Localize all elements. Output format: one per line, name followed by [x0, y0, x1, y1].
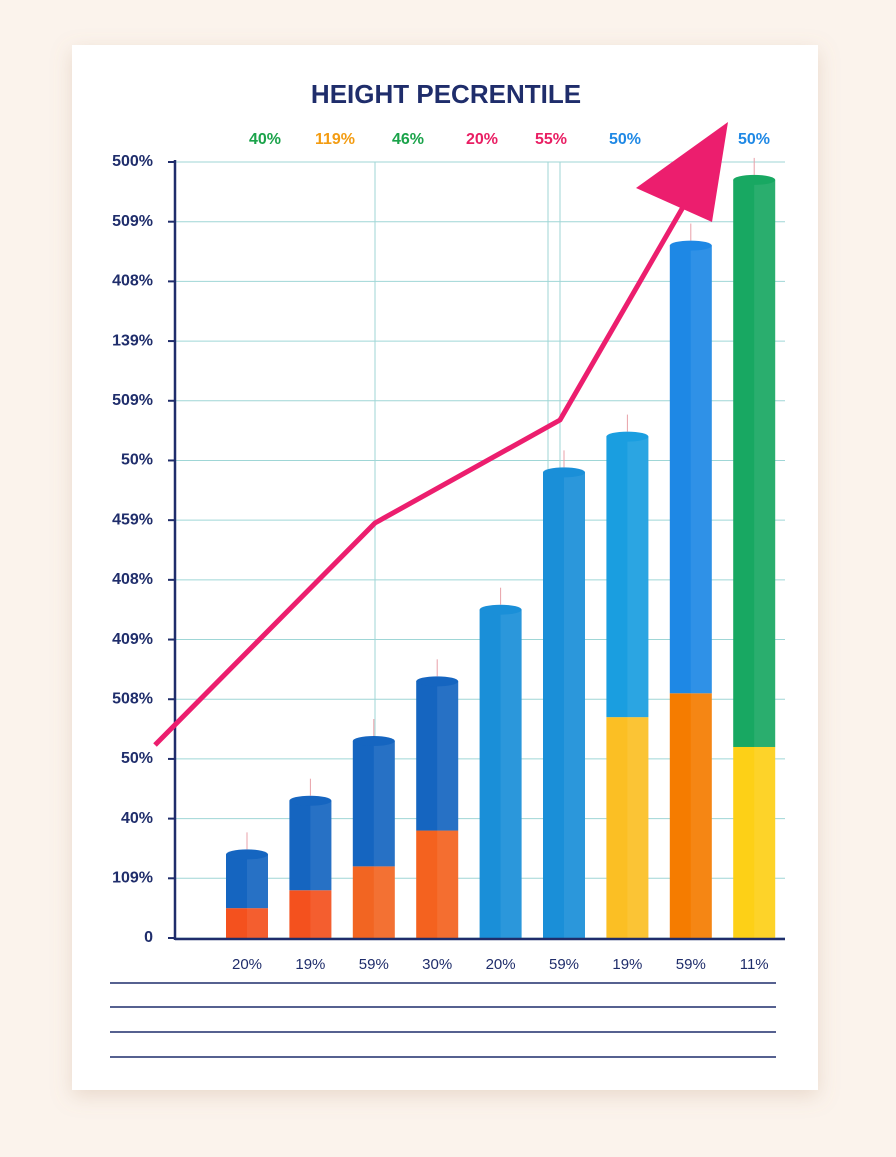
bar-shade: [247, 854, 268, 909]
y-tick-label: 50%: [121, 452, 153, 469]
y-tick-label: 50%: [121, 750, 153, 767]
bar-segment: [352, 866, 395, 938]
bar-shade: [690, 245, 712, 694]
header-label: 46%: [392, 131, 424, 148]
chart-title: HEIGHT PECRENTILE: [311, 79, 581, 109]
bar-cap: [669, 240, 712, 251]
y-tick-label: 40%: [121, 810, 153, 827]
bar-segment: [606, 436, 649, 718]
y-tick-label: 508%: [112, 690, 153, 707]
header-label: 50%: [738, 131, 770, 148]
bar-segment: [479, 609, 522, 938]
bar-shade: [310, 890, 332, 938]
bar-cap: [733, 174, 776, 185]
bar-shade: [754, 746, 776, 938]
bars: [226, 157, 776, 938]
header-label: 20%: [466, 131, 498, 148]
bar-shade: [373, 866, 395, 938]
bar-shade: [500, 609, 522, 938]
bar-segment: [352, 741, 395, 867]
bar-shade: [310, 800, 332, 891]
bar-shade: [754, 179, 776, 747]
y-tick-label: 109%: [112, 870, 153, 887]
x-tick-label: 20%: [486, 956, 516, 973]
x-tick-label: 30%: [422, 956, 452, 973]
bar-cap: [479, 604, 522, 615]
bar-shade: [690, 693, 712, 938]
bar-shade: [564, 472, 585, 938]
bar-segment: [733, 746, 776, 938]
x-tick-label: 11%: [740, 956, 769, 973]
bar-shade: [627, 717, 649, 938]
header-label: 55%: [535, 131, 567, 148]
y-tick-label: 409%: [112, 631, 153, 648]
bar-segment: [416, 830, 459, 938]
y-tick-label: 408%: [112, 273, 153, 290]
bar-shade: [373, 741, 395, 867]
bar-segment: [416, 681, 459, 831]
x-tick-label: 19%: [612, 956, 642, 973]
bar-cap: [416, 676, 459, 687]
bar-segment: [669, 245, 712, 694]
y-tick-label: 459%: [112, 511, 153, 528]
bar-cap: [226, 849, 268, 860]
bar-segment: [733, 179, 776, 747]
bar-cap: [543, 467, 585, 478]
trend-arrow: [153, 193, 693, 747]
bar-segment: [606, 717, 649, 938]
bar-segment: [669, 693, 712, 938]
bar-segment: [543, 472, 585, 938]
bar-cap: [606, 431, 649, 442]
y-tick-label: 0: [144, 929, 153, 946]
x-tick-label: 20%: [232, 956, 262, 973]
bar-cap: [352, 736, 395, 747]
arrow-head: [636, 122, 728, 222]
bar-shade: [437, 681, 459, 831]
x-tick-label: 59%: [676, 956, 706, 973]
bar-segment: [289, 890, 332, 938]
bar-shade: [247, 908, 268, 938]
bar-segment: [226, 854, 268, 909]
x-tick-label: 59%: [549, 956, 579, 973]
y-tick-label: 139%: [112, 332, 153, 349]
header-label: 40%: [249, 131, 281, 148]
y-tick-label: 509%: [112, 392, 153, 409]
bar-cap: [289, 795, 332, 806]
bar-shade: [437, 830, 459, 938]
bar-segment: [226, 908, 268, 938]
bar-segment: [289, 800, 332, 891]
y-tick-label: 408%: [112, 571, 153, 588]
x-tick-label: 19%: [295, 956, 325, 973]
header-label: 119%: [315, 131, 355, 148]
bar-shade: [627, 436, 649, 718]
y-tick-label: 509%: [112, 213, 153, 230]
header-label: 50%: [609, 131, 641, 148]
y-tick-label: 500%: [112, 153, 153, 170]
x-tick-label: 59%: [359, 956, 389, 973]
